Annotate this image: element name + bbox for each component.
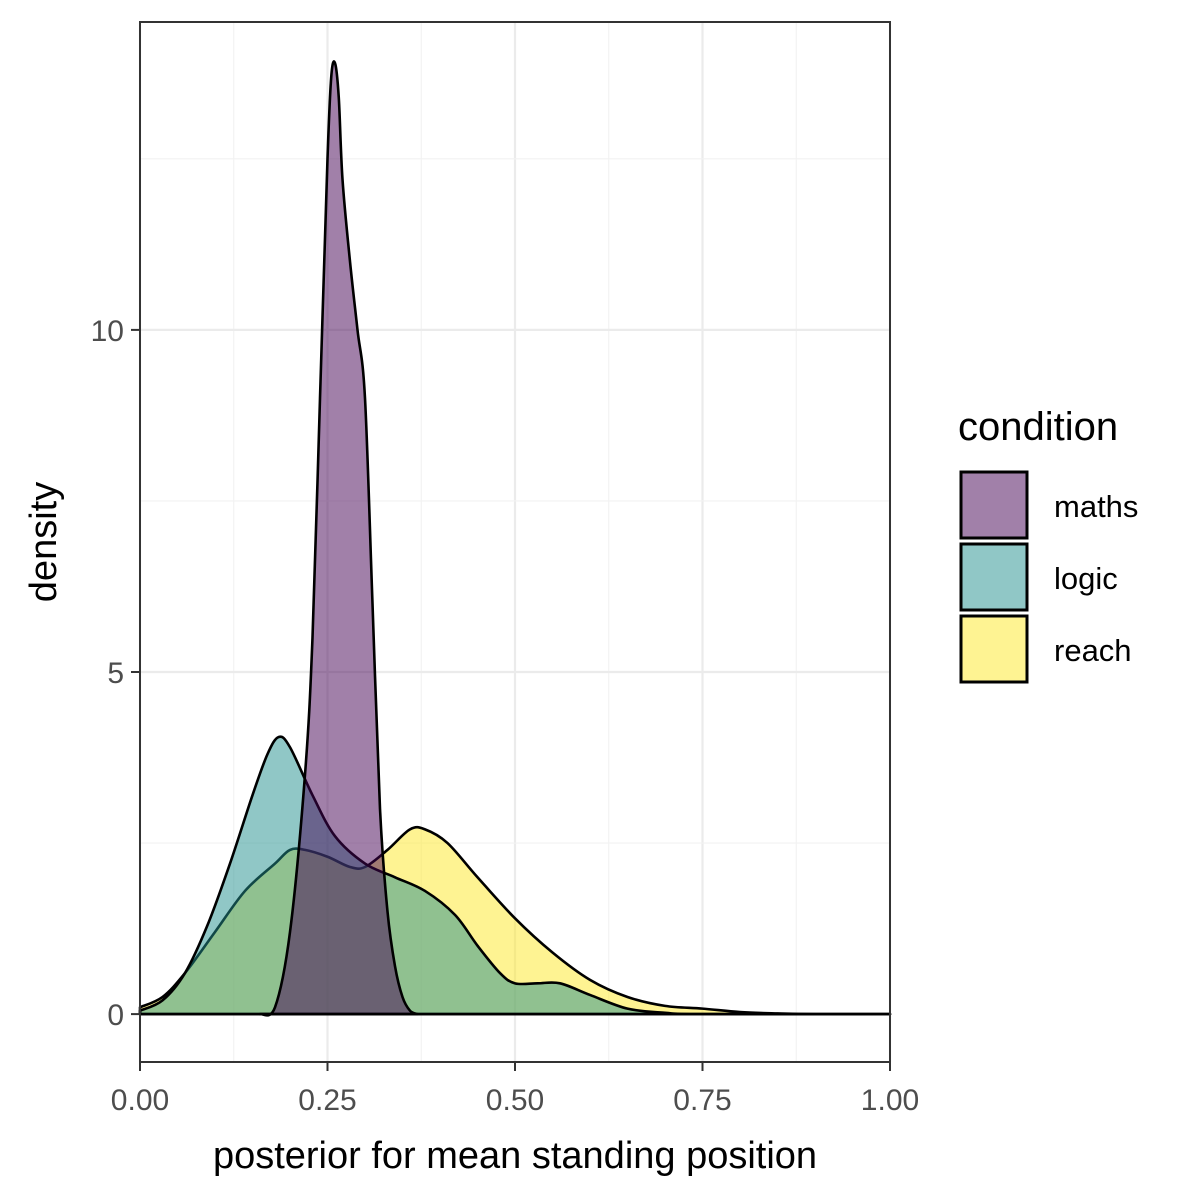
legend-title: condition <box>958 405 1118 449</box>
x-axis: 0.00 0.25 0.50 0.75 1.00 <box>111 1062 919 1117</box>
legend-label-reach: reach <box>1054 633 1132 668</box>
x-axis-title: posterior for mean standing position <box>213 1135 817 1177</box>
y-axis: 0 5 10 <box>91 315 140 1032</box>
legend-key-reach <box>959 614 1029 684</box>
x-tick-label: 0.75 <box>673 1084 731 1117</box>
y-tick-label: 10 <box>91 315 124 348</box>
density-area-maths <box>258 60 419 1017</box>
y-tick-label: 0 <box>107 999 124 1032</box>
x-tick-label: 1.00 <box>861 1084 919 1117</box>
x-tick-label: 0.25 <box>298 1084 356 1117</box>
density-areas <box>138 60 892 1017</box>
legend: condition maths logic reach <box>958 405 1138 684</box>
x-tick-label: 0.50 <box>486 1084 544 1117</box>
legend-entries: maths logic reach <box>959 470 1138 684</box>
y-axis-title: density <box>23 482 65 602</box>
x-tick-label: 0.00 <box>111 1084 169 1117</box>
legend-key-logic <box>959 542 1029 612</box>
legend-key-maths <box>959 470 1029 540</box>
y-tick-label: 5 <box>107 657 124 690</box>
legend-label-maths: maths <box>1054 489 1138 524</box>
legend-label-logic: logic <box>1054 561 1118 596</box>
